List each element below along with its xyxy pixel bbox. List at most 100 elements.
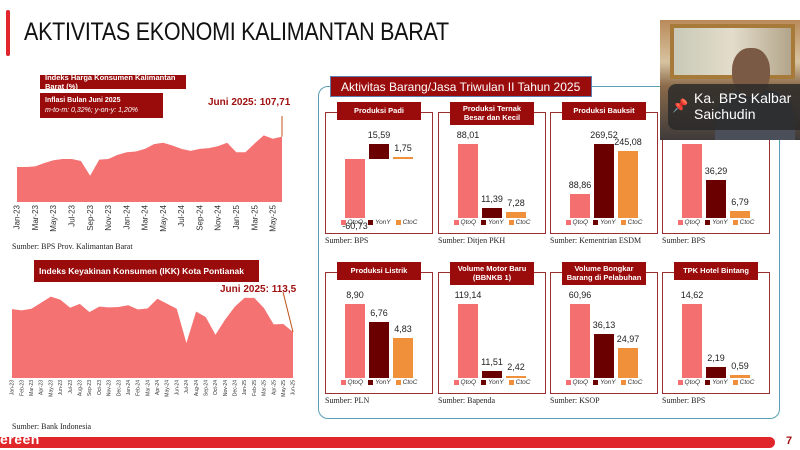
pin-icon[interactable]: 📌 [672, 98, 689, 113]
legend-item-qtoq: QtoQ [565, 219, 589, 226]
mini-bar-chart: Produksi Listrik 8,90 6,76 4,83 QtoQ YonY CtoC… [325, 262, 433, 412]
chart-title: Volume Bongkar Barang di Pelabuhan [562, 262, 646, 285]
value-label: 4,83 [394, 323, 412, 334]
legend-label: QtoQ [460, 219, 477, 226]
legend-item-ctoc: CtoC [395, 379, 417, 386]
bar-ctoc [506, 376, 526, 378]
value-label: 0,59 [731, 361, 749, 371]
ikk-header: Indeks Keyakinan Konsumen (IKK) Kota Pon… [34, 260, 259, 282]
bar-yony [706, 179, 726, 218]
bar-qtoq [458, 304, 478, 378]
bar-qtoq [570, 304, 590, 378]
page-title: AKTIVITAS EKONOMI KALIMANTAN BARAT [24, 18, 449, 46]
value-label: 245,08 [614, 136, 642, 147]
bar-yony [369, 144, 389, 160]
inflation-detail: m-to-m: 0,32%; y-on-y: 1,20% [45, 106, 138, 114]
x-tick-label: May-25 [281, 380, 287, 397]
legend-item-yony: YonY [593, 379, 616, 386]
chart-legend: QtoQ YonY CtoC [550, 219, 658, 226]
value-label: 88,86 [568, 179, 592, 190]
legend-label: YonY [712, 379, 728, 386]
speaker-title: Ka. BPS Kalbar [694, 90, 792, 106]
mini-bar-chart: Volume Bongkar Barang di Pelabuhan 60,96 3… [550, 262, 658, 412]
x-tick-label: Nov-23 [104, 204, 113, 230]
x-tick-label: Apr-25 [271, 380, 277, 395]
legend-label: YonY [375, 379, 391, 386]
bar-yony [594, 334, 614, 378]
x-tick-label: Apr-23 [39, 380, 45, 395]
annotation-arrow [282, 291, 294, 333]
value-label: 2,42 [507, 362, 525, 372]
bar-ctoc [393, 337, 413, 378]
legend-item-yony: YonY [368, 379, 391, 386]
footer-text: ereen [0, 431, 40, 447]
legend-item-qtoq: QtoQ [453, 219, 477, 226]
chart-title: Produksi Padi [337, 102, 421, 120]
value-label: 24,97 [616, 333, 640, 344]
legend-label: YonY [600, 219, 616, 226]
bar-qtoq [345, 304, 365, 378]
bar-yony [594, 144, 614, 218]
ihk-annotation: Juni 2025: 107,71 [208, 97, 291, 108]
value-label: 60,96 [568, 290, 592, 300]
value-label: 14,62 [680, 290, 704, 300]
legend-item-qtoq: QtoQ [565, 379, 588, 386]
value-label: 269,52 [590, 130, 618, 140]
legend-label: CtoC [739, 219, 755, 226]
x-tick-label: Mar-23 [31, 204, 40, 230]
bar-ctoc [730, 375, 750, 378]
bar-ctoc [393, 157, 413, 160]
x-tick-label: Jul-23 [67, 204, 76, 226]
mini-bar-chart: TPK Hotel Bintang 14,62 2,19 0,59 QtoQ YonY Ct… [662, 262, 770, 412]
x-tick-label: Jun-23 [58, 380, 64, 396]
legend-item-ctoc: CtoC [395, 219, 417, 226]
legend-label: YonY [600, 379, 616, 386]
x-tick-label: Nov-23 [107, 380, 113, 396]
x-tick-label: Jul-24 [184, 380, 190, 394]
page-number: 7 [786, 435, 793, 447]
x-tick-label: Mar-25 [262, 380, 268, 396]
x-tick-label: Feb-24 [136, 380, 142, 396]
value-label: 36,29 [704, 165, 728, 176]
chart-legend: QtoQ YonY CtoC [662, 379, 770, 386]
chart-legend: QtoQ YonY CtoC [662, 219, 770, 226]
x-tick-label: May-23 [49, 204, 58, 231]
mini-bar-chart: Produksi Ternak Besar dan Kecil 88,01 11,3… [438, 102, 546, 252]
x-tick-label: Mar-24 [145, 380, 151, 396]
chart-legend: QtoQ YonY CtoC [438, 379, 546, 386]
value-label: 7,28 [507, 197, 525, 208]
x-tick-label: Aug-24 [194, 380, 200, 396]
bar-yony [482, 370, 502, 378]
chart-title: Produksi Ternak Besar dan Kecil [450, 102, 534, 125]
legend-label: QtoQ [347, 379, 364, 386]
value-label: 1,75 [394, 143, 412, 154]
legend-item-yony: YonY [481, 219, 504, 226]
chart-source: Sumber: KSOP [550, 396, 600, 405]
speaker-name-label: Ka. BPS Kalbar Saichudin [668, 84, 800, 130]
mini-bar-chart: Produksi Bauksit 88,86 269,52 245,08 QtoQ Yon… [550, 102, 658, 252]
x-tick-label: Mar-24 [141, 204, 150, 230]
legend-item-yony: YonY [705, 379, 728, 386]
legend-label: CtoC [627, 219, 643, 226]
value-label: 6,76 [370, 307, 388, 318]
ihk-area-chart: Jan-23 Mar-23 May-23 Jul-23 Sep-23 Nov-23 Jan-… [13, 116, 283, 232]
chart-source: Sumber: BPS [662, 396, 706, 405]
legend-label: CtoC [515, 379, 531, 386]
legend-item-ctoc: CtoC [508, 379, 531, 386]
bar-ctoc [730, 210, 750, 218]
webcam-video[interactable]: Ka. BPS Kalbar Saichudin 📌 [660, 20, 800, 140]
x-tick-label: Jan-23 [13, 204, 22, 229]
legend-label: QtoQ [572, 219, 589, 226]
x-tick-label: Mar-25 [250, 204, 259, 230]
chart-legend: QtoQ YonY CtoC [550, 379, 658, 386]
legend-item-ctoc: CtoC [620, 379, 642, 386]
bar-qtoq [345, 159, 365, 218]
bar-yony [482, 208, 502, 218]
x-tick-label: Oct-23 [97, 380, 103, 395]
legend-label: CtoC [515, 219, 531, 226]
x-tick-label: Sep-24 [195, 204, 204, 230]
x-tick-label: Jun-25 [291, 380, 297, 396]
chart-legend: QtoQ YonY CtoC [325, 379, 433, 386]
legend-label: QtoQ [684, 219, 701, 226]
legend-label: YonY [712, 219, 728, 226]
